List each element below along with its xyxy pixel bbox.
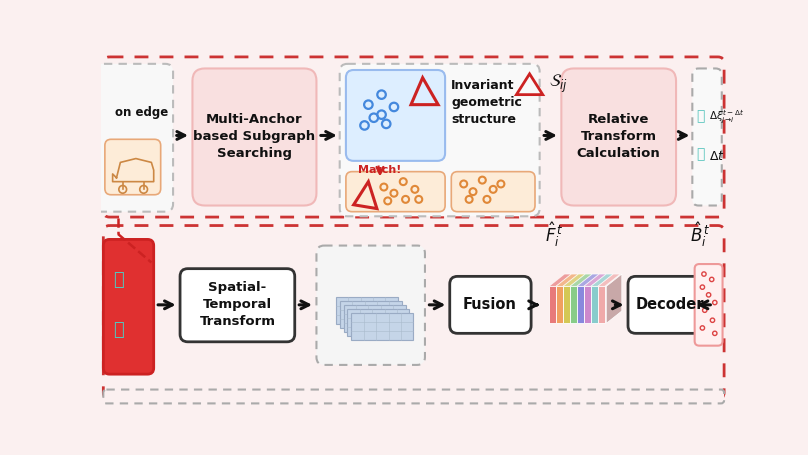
Polygon shape — [570, 286, 577, 324]
FancyBboxPatch shape — [180, 268, 295, 342]
FancyBboxPatch shape — [452, 172, 535, 212]
Polygon shape — [577, 274, 600, 286]
FancyBboxPatch shape — [103, 57, 724, 217]
Text: Decoder: Decoder — [636, 298, 704, 312]
Polygon shape — [577, 286, 584, 324]
FancyBboxPatch shape — [103, 239, 154, 374]
Text: 📍: 📍 — [696, 109, 705, 123]
Polygon shape — [556, 274, 579, 286]
Polygon shape — [549, 274, 571, 286]
Polygon shape — [351, 313, 414, 339]
Text: Invariant
geometric
structure: Invariant geometric structure — [452, 79, 522, 126]
FancyBboxPatch shape — [339, 64, 540, 216]
FancyBboxPatch shape — [103, 226, 724, 399]
FancyBboxPatch shape — [450, 276, 531, 334]
Polygon shape — [584, 274, 606, 286]
FancyBboxPatch shape — [628, 276, 712, 334]
Text: ⏱: ⏱ — [696, 148, 705, 162]
Polygon shape — [347, 308, 410, 336]
Polygon shape — [339, 301, 402, 328]
FancyBboxPatch shape — [346, 172, 445, 212]
Polygon shape — [343, 305, 406, 332]
Text: $\hat{B}_i^{\,t}$: $\hat{B}_i^{\,t}$ — [690, 220, 710, 248]
Polygon shape — [591, 274, 613, 286]
Polygon shape — [591, 286, 598, 324]
FancyBboxPatch shape — [692, 68, 722, 206]
Polygon shape — [598, 274, 621, 286]
Polygon shape — [606, 274, 622, 324]
Polygon shape — [563, 274, 585, 286]
FancyBboxPatch shape — [105, 139, 161, 195]
Polygon shape — [570, 274, 592, 286]
Text: on edge: on edge — [115, 106, 168, 119]
Text: Multi-Anchor
based Subgraph
Searching: Multi-Anchor based Subgraph Searching — [193, 113, 315, 161]
Polygon shape — [336, 297, 398, 324]
Text: ⏱: ⏱ — [112, 321, 124, 339]
Text: Match!: Match! — [358, 165, 402, 175]
Polygon shape — [563, 286, 570, 324]
FancyBboxPatch shape — [317, 246, 425, 365]
FancyBboxPatch shape — [695, 264, 722, 346]
FancyBboxPatch shape — [82, 64, 173, 212]
Polygon shape — [556, 286, 563, 324]
Text: Fusion: Fusion — [463, 298, 517, 312]
Polygon shape — [584, 286, 591, 324]
FancyBboxPatch shape — [562, 68, 676, 206]
Text: $\hat{F}_i^{\,t}$: $\hat{F}_i^{\,t}$ — [545, 220, 564, 248]
Polygon shape — [549, 286, 556, 324]
FancyBboxPatch shape — [192, 68, 317, 206]
Text: $\Delta\xi_{j\!\rightarrow\! i}^{t-\Delta t}$: $\Delta\xi_{j\!\rightarrow\! i}^{t-\Delt… — [709, 109, 745, 126]
Polygon shape — [598, 286, 604, 324]
FancyBboxPatch shape — [346, 70, 445, 161]
Text: 📍: 📍 — [112, 271, 124, 289]
Text: $\mathcal{S}_{ij}$: $\mathcal{S}_{ij}$ — [549, 73, 568, 95]
Text: Relative
Transform
Calculation: Relative Transform Calculation — [577, 113, 661, 161]
FancyBboxPatch shape — [103, 389, 724, 404]
Text: $\Delta t$: $\Delta t$ — [709, 150, 726, 163]
Text: Spatial-
Temporal
Transform: Spatial- Temporal Transform — [200, 281, 276, 329]
